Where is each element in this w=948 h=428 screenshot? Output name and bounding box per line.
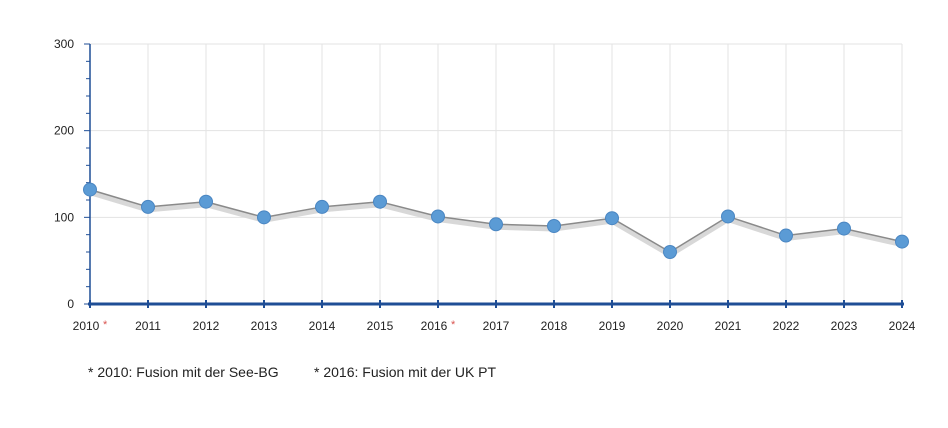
footnote-2016: * 2016: Fusion mit der UK PT — [314, 364, 497, 380]
data-point — [489, 217, 503, 232]
grid-lines — [89, 43, 903, 304]
x-tick-label: 2020 — [657, 319, 684, 333]
data-point — [547, 219, 561, 233]
x-tick-label: 2014 — [309, 319, 336, 333]
data-point — [837, 221, 851, 236]
y-tick-label: 0 — [67, 297, 74, 311]
x-tick-label: 2018 — [541, 319, 568, 333]
y-tick-label: 100 — [54, 210, 74, 224]
x-tick-label: 2019 — [599, 319, 626, 333]
data-point — [373, 194, 387, 209]
x-tick-label: 2021 — [715, 319, 742, 333]
data-point — [779, 228, 793, 243]
data-series — [83, 182, 909, 259]
y-tick-label: 200 — [54, 124, 74, 138]
x-tick-label: 2011 — [135, 319, 161, 333]
data-point — [257, 210, 271, 225]
x-axis: 2010 * 2011 2012 2013 2014 2015 2016 * 2017 2018 20… — [73, 300, 916, 333]
y-axis: 0 100 200 300 — [54, 37, 91, 311]
x-tick-label: 2015 — [367, 319, 394, 333]
data-point — [431, 209, 445, 224]
x-tick-label: 2012 — [193, 319, 220, 333]
x-tick-label: 2023 — [831, 319, 858, 333]
x-tick-label: 2024 — [889, 319, 916, 333]
x-tick-footnote-marker: * — [103, 319, 108, 331]
x-tick-label: 2017 — [483, 319, 510, 333]
y-tick-label: 300 — [54, 37, 74, 51]
data-point — [663, 245, 677, 259]
data-point — [895, 234, 909, 249]
x-tick-label: 2013 — [251, 319, 278, 333]
x-tick-label: 2022 — [773, 319, 800, 333]
data-point — [83, 182, 97, 197]
x-tick-label: 2016 — [421, 319, 448, 333]
x-tick-label: 2010 — [73, 319, 100, 333]
data-point — [721, 209, 735, 224]
data-point — [605, 211, 619, 226]
data-point — [141, 199, 155, 214]
footnote-2010: * 2010: Fusion mit der See-BG — [88, 364, 279, 380]
data-point — [199, 194, 213, 209]
x-tick-footnote-marker: * — [451, 319, 456, 331]
data-point — [315, 199, 329, 214]
